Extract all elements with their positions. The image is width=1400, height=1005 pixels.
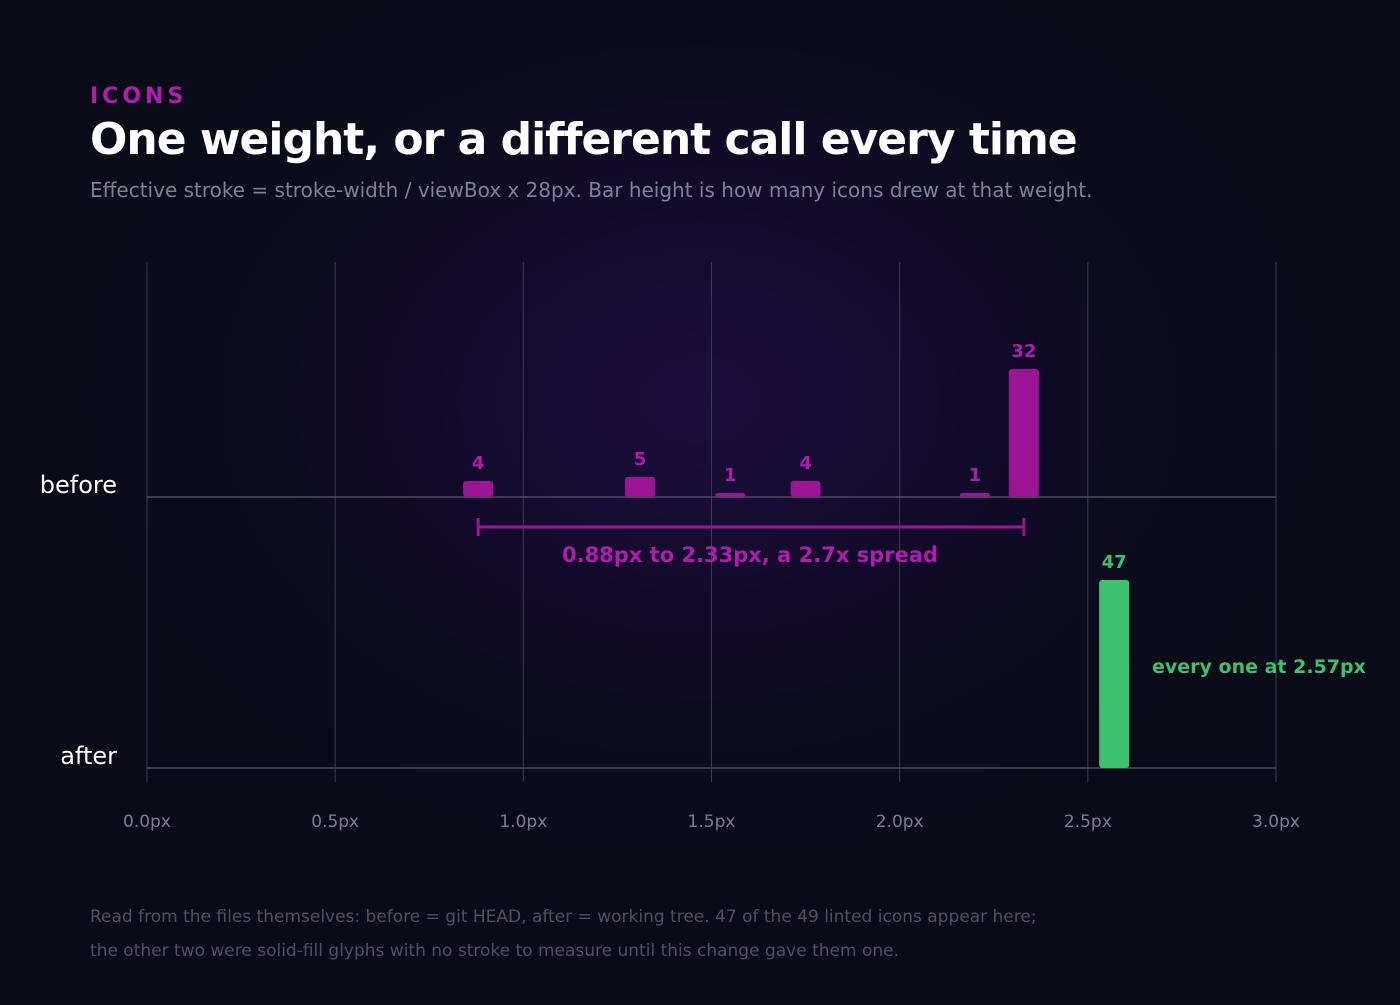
row-baselines [147,496,1276,769]
chart-gridlines [146,262,1277,782]
bar-value-label: 47 [1102,552,1127,573]
bar-before [624,477,655,497]
row-label-before: before [40,471,117,499]
chart-footnote: Read from the files themselves: before =… [90,900,1037,968]
bar-value-label: 4 [799,453,812,474]
x-axis-ticks: 0.0px 0.5px 1.0px 1.5px 2.0px 2.5px 3.0px [123,812,1300,832]
x-tick-label: 1.5px [688,812,736,832]
bar-before [1008,369,1039,497]
bar-after [1099,580,1130,768]
bar-value-label: 5 [634,449,647,470]
x-tick-label: 0.0px [123,812,171,832]
bar-value-label: 1 [969,465,982,486]
chart-bars: 4 5 1 4 1 32 47 [463,341,1130,768]
row-labels: before after [40,471,117,770]
chart-annotations: 0.88px to 2.33px, a 2.7x spread every one… [476,518,1366,678]
chart-kicker: ICONS [90,84,188,109]
chart-subtitle: Effective stroke = stroke-width / viewBo… [90,178,1093,202]
spread-annotation: 0.88px to 2.33px, a 2.7x spread [562,543,938,567]
footnote-line-1: Read from the files themselves: before =… [90,907,1037,927]
bar-value-label: 32 [1011,341,1036,362]
x-tick-label: 2.0px [876,812,924,832]
x-tick-label: 0.5px [311,812,359,832]
bar-value-label: 1 [724,465,737,486]
x-tick-label: 1.0px [499,812,547,832]
bar-before [790,481,821,497]
bar-before [959,493,990,497]
row-label-after: after [60,742,117,770]
x-tick-label: 3.0px [1252,812,1300,832]
after-annotation: every one at 2.57px [1152,656,1366,678]
bar-value-label: 4 [472,453,485,474]
footnote-line-2: the other two were solid-fill glyphs wit… [90,941,899,961]
bar-before [463,481,494,497]
bar-before [715,493,746,497]
x-tick-label: 2.5px [1064,812,1112,832]
chart-title: One weight, or a different call every ti… [90,114,1078,165]
